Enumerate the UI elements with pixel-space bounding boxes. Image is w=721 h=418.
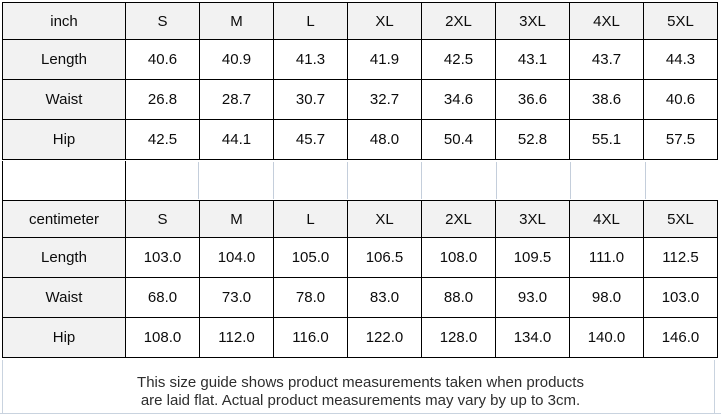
size-header-cell: XL	[347, 200, 422, 238]
measurement-cell: 108.0	[125, 317, 200, 358]
table-row: Hip 42.5 44.1 45.7 48.0 50.4 52.8 55.1 5…	[2, 119, 718, 160]
measurement-cell: 40.6	[125, 39, 200, 80]
size-header-cell: XL	[347, 2, 422, 40]
size-header-cell: L	[273, 2, 348, 40]
measurement-cell: 104.0	[199, 237, 274, 278]
measurement-cell: 103.0	[643, 277, 718, 318]
measurement-cell: 30.7	[273, 79, 348, 120]
spreadsheet-gridline	[273, 162, 274, 199]
measurement-cell: 68.0	[125, 277, 200, 318]
note-line: are laid flat. Actual product measuremen…	[140, 392, 581, 409]
measurement-cell: 112.5	[643, 237, 718, 278]
row-label-cell: Hip	[2, 119, 126, 160]
table-row: Waist 68.0 73.0 78.0 83.0 88.0 93.0 98.0…	[2, 277, 718, 318]
row-label-cell: Waist	[2, 277, 126, 318]
size-guide-note: This size guide shows product measuremen…	[0, 374, 721, 410]
spreadsheet-gridline	[421, 162, 422, 199]
size-header-cell: 4XL	[569, 2, 644, 40]
measurement-cell: 48.0	[347, 119, 422, 160]
measurement-cell: 28.7	[199, 79, 274, 120]
unit-label-cell: centimeter	[2, 200, 126, 238]
size-header-cell: 2XL	[421, 2, 496, 40]
spreadsheet-gridline	[0, 413, 721, 414]
measurement-cell: 34.6	[421, 79, 496, 120]
measurement-cell: 128.0	[421, 317, 496, 358]
measurement-cell: 42.5	[125, 119, 200, 160]
measurement-cell: 140.0	[569, 317, 644, 358]
measurement-cell: 57.5	[643, 119, 718, 160]
measurement-cell: 52.8	[495, 119, 570, 160]
size-header-cell: 2XL	[421, 200, 496, 238]
size-header-cell: 3XL	[495, 2, 570, 40]
measurement-cell: 38.6	[569, 79, 644, 120]
inch-header-row: inch S M L XL 2XL 3XL 4XL 5XL	[2, 2, 718, 40]
note-line: This size guide shows product measuremen…	[137, 374, 584, 391]
spreadsheet-gridline	[198, 162, 199, 199]
size-header-cell: 4XL	[569, 200, 644, 238]
table-row: Hip 108.0 112.0 116.0 122.0 128.0 134.0 …	[2, 317, 718, 358]
measurement-cell: 116.0	[273, 317, 348, 358]
measurement-cell: 40.9	[199, 39, 274, 80]
size-header-cell: M	[199, 2, 274, 40]
measurement-cell: 36.6	[495, 79, 570, 120]
row-label-cell: Hip	[2, 317, 126, 358]
measurement-cell: 88.0	[421, 277, 496, 318]
measurement-cell: 112.0	[199, 317, 274, 358]
spreadsheet-gridline	[570, 162, 571, 199]
measurement-cell: 44.3	[643, 39, 718, 80]
spreadsheet-gridline	[496, 162, 497, 199]
measurement-cell: 103.0	[125, 237, 200, 278]
table-row: Waist 26.8 28.7 30.7 32.7 34.6 36.6 38.6…	[2, 79, 718, 120]
spreadsheet-gridline	[645, 162, 646, 199]
measurement-cell: 93.0	[495, 277, 570, 318]
measurement-cell: 108.0	[421, 237, 496, 278]
centimeter-size-table: centimeter S M L XL 2XL 3XL 4XL 5XL Leng…	[2, 200, 718, 358]
measurement-cell: 105.0	[273, 237, 348, 278]
size-header-cell: L	[273, 200, 348, 238]
measurement-cell: 109.5	[495, 237, 570, 278]
measurement-cell: 32.7	[347, 79, 422, 120]
measurement-cell: 50.4	[421, 119, 496, 160]
measurement-cell: 122.0	[347, 317, 422, 358]
row-label-cell: Length	[2, 39, 126, 80]
row-label-cell: Waist	[2, 79, 126, 120]
table-row: Length 40.6 40.9 41.3 41.9 42.5 43.1 43.…	[2, 39, 718, 80]
measurement-cell: 45.7	[273, 119, 348, 160]
measurement-cell: 40.6	[643, 79, 718, 120]
measurement-cell: 26.8	[125, 79, 200, 120]
measurement-cell: 55.1	[569, 119, 644, 160]
table-gap-first-column	[2, 161, 126, 200]
measurement-cell: 98.0	[569, 277, 644, 318]
measurement-cell: 42.5	[421, 39, 496, 80]
centimeter-header-row: centimeter S M L XL 2XL 3XL 4XL 5XL	[2, 200, 718, 238]
measurement-cell: 146.0	[643, 317, 718, 358]
size-header-cell: 5XL	[643, 200, 718, 238]
size-header-cell: M	[199, 200, 274, 238]
size-header-cell: S	[125, 2, 200, 40]
measurement-cell: 134.0	[495, 317, 570, 358]
spreadsheet-gridline	[714, 360, 715, 413]
measurement-cell: 73.0	[199, 277, 274, 318]
measurement-cell: 111.0	[569, 237, 644, 278]
row-label-cell: Length	[2, 237, 126, 278]
table-row: Length 103.0 104.0 105.0 106.5 108.0 109…	[2, 237, 718, 278]
size-header-cell: 5XL	[643, 2, 718, 40]
size-header-cell: 3XL	[495, 200, 570, 238]
measurement-cell: 41.9	[347, 39, 422, 80]
unit-label-cell: inch	[2, 2, 126, 40]
measurement-cell: 43.1	[495, 39, 570, 80]
size-header-cell: S	[125, 200, 200, 238]
measurement-cell: 78.0	[273, 277, 348, 318]
measurement-cell: 83.0	[347, 277, 422, 318]
inch-size-table: inch S M L XL 2XL 3XL 4XL 5XL Length 40.…	[2, 2, 718, 160]
measurement-cell: 106.5	[347, 237, 422, 278]
measurement-cell: 43.7	[569, 39, 644, 80]
spreadsheet-gridline	[2, 360, 3, 413]
spreadsheet-gridline	[347, 162, 348, 199]
measurement-cell: 41.3	[273, 39, 348, 80]
measurement-cell: 44.1	[199, 119, 274, 160]
